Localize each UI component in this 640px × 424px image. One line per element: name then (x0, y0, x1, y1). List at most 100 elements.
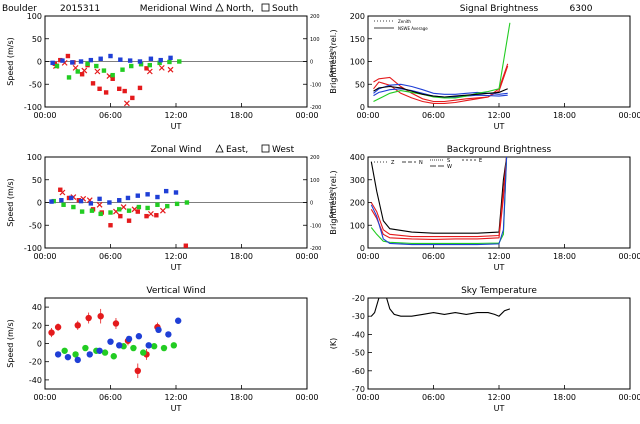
vertical-ytick-label: 20 (32, 321, 42, 330)
sky-xtick-label: 12:00 (487, 393, 510, 402)
sky-xtick-label: 00:00 (356, 393, 379, 402)
meridional-rtick-label: -200 (310, 105, 321, 111)
meridional-point (66, 75, 72, 80)
vertical-point (97, 313, 104, 320)
panel-sky: Sky Temperature -70 -60 -50 -40 -30 -20 (K) 00:0… (329, 286, 640, 413)
meridional-ytick-label: 0 (37, 58, 42, 67)
meridional-legend-square-marker (261, 3, 270, 12)
vertical-ytick-label: 40 (32, 303, 42, 312)
meridional-point (158, 57, 163, 63)
sky-ytick-label: -60 (352, 367, 365, 376)
signal-series-line (373, 85, 508, 98)
meridional-point (97, 86, 102, 91)
zonal-rtick-label: -100 (310, 223, 321, 229)
meridional-point (148, 56, 154, 61)
zonal-point (131, 206, 138, 213)
background-legend-entry: S (447, 158, 450, 164)
meridional-point (60, 58, 65, 63)
signal-ytick-label: 200 (350, 12, 365, 21)
vertical-point (101, 349, 109, 356)
meridional-point (122, 88, 127, 94)
zonal-rtick-label: 200 (310, 155, 320, 161)
panel-background: Background Brightness 0 100 200 300 400 Bright… (329, 145, 640, 272)
background-ytick-label: 100 (350, 221, 365, 230)
meridional-point (94, 63, 99, 69)
signal-ytick-label: 100 (350, 58, 365, 67)
meridional-point (110, 76, 115, 81)
meridional-point (117, 86, 122, 91)
background-legend-entry: Z (391, 160, 395, 166)
meridional-point (158, 64, 165, 71)
signal-xlabel: UT (494, 122, 505, 131)
zonal-point (173, 190, 179, 195)
vertical-xtick-label: 06:00 (99, 393, 122, 402)
meridional-point (65, 53, 71, 59)
vertical-point (125, 335, 133, 343)
zonal-point (163, 188, 169, 194)
signal-series-line (373, 22, 511, 102)
meridional-legend-triangle-marker (215, 3, 224, 12)
zonal-rtick-label: 0 (310, 201, 313, 207)
meridional-rtick-label: 100 (310, 37, 320, 43)
zonal-point (155, 194, 160, 200)
vertical-marks (48, 308, 182, 379)
meridional-ytick-label: 100 (27, 12, 42, 21)
background-marks (370, 157, 508, 246)
zonal-ylabel-right: Speed (m/s) (329, 187, 335, 217)
signal-xtick-label: 06:00 (422, 111, 445, 120)
meridional-point (137, 85, 143, 91)
background-ylabel: Brightness (rel.) (329, 170, 338, 234)
zonal-point (118, 213, 123, 219)
zonal-point (184, 200, 190, 205)
zonal-point (135, 193, 140, 198)
meridional-point (101, 68, 107, 73)
meridional-xtick-label: 00:00 (33, 111, 56, 120)
signal-xtick-label: 18:00 (553, 111, 576, 120)
vertical-point (145, 342, 152, 349)
zonal-point (147, 210, 154, 217)
zonal-point (89, 208, 95, 213)
sky-xtick-label: 18:00 (553, 393, 576, 402)
zonal-point (145, 192, 150, 197)
meridional-rtick-label: -100 (310, 82, 321, 88)
signal-ytick-label: 50 (355, 80, 365, 89)
zonal-ylabel: Speed (m/s) (6, 178, 15, 227)
zonal-rtick-label: -200 (310, 246, 321, 252)
vertical-xlabel: UT (171, 404, 182, 413)
zonal-marks (45, 187, 307, 248)
zonal-xtick-label: 00:00 (295, 252, 318, 261)
meridional-point (177, 59, 182, 64)
zonal-point (96, 201, 103, 208)
vertical-point (85, 314, 92, 322)
zonal-point (159, 207, 166, 214)
panel-zonal: Zonal Wind East, West -100 -50 0 50 100 Speed (m… (6, 144, 335, 272)
meridional-ytick-label: 50 (32, 35, 42, 44)
background-xtick-label: 12:00 (487, 252, 510, 261)
vertical-ytick-label: 0 (37, 340, 42, 349)
zonal-point (154, 213, 159, 218)
panels: Meridional Wind North, South-100-50050100S… (6, 3, 640, 413)
zonal-legend-triangle-marker (215, 144, 224, 153)
vertical-point (61, 347, 68, 354)
signal-xtick-label: 12:00 (487, 111, 510, 120)
background-xtick-label: 00:00 (356, 252, 379, 261)
zonal-point (49, 199, 54, 204)
zonal-point (174, 201, 180, 207)
meridional-point (167, 59, 172, 65)
vertical-point (74, 356, 81, 364)
vertical-point (150, 343, 158, 350)
meridional-point (129, 63, 134, 69)
panel-meridional: Meridional Wind North, South -100 -50 0 50 100 S… (6, 3, 335, 131)
meridional-marks (45, 53, 307, 107)
zonal-title: Zonal Wind (151, 145, 202, 155)
vertical-point (54, 351, 62, 358)
sky-ytick-label: -30 (352, 312, 365, 321)
background-xlabel: UT (494, 263, 505, 272)
meridional-point (167, 66, 174, 73)
meridional-point (137, 59, 143, 64)
sky-series-line (370, 298, 511, 317)
meridional-point (130, 95, 135, 101)
zonal-point (69, 195, 74, 201)
